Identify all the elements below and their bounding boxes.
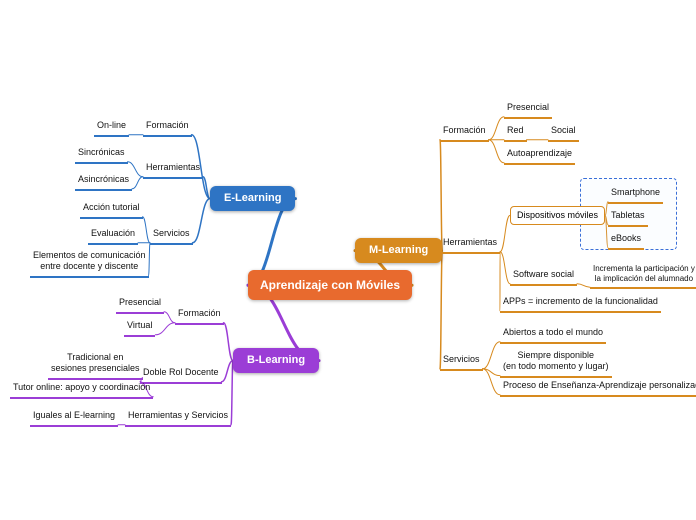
edge-bl-bl_hs xyxy=(231,361,233,425)
node-ml_form_r: Red xyxy=(504,123,527,142)
node-bl_hs: Herramientas y Servicios xyxy=(125,408,231,427)
edge-el_serv-el_serv_at xyxy=(143,217,150,243)
node-el_herr: Herramientas xyxy=(143,160,203,179)
edge-ml_serv-ml_serv_ab xyxy=(483,342,500,369)
edge-el_herr-el_herr_a xyxy=(132,177,143,189)
node-ml_form_a: Autoaprendizaje xyxy=(504,146,575,165)
node-el_serv: Servicios xyxy=(150,226,193,245)
edge-ml_serv-ml_serv_sd xyxy=(483,369,500,376)
node-bl_hs_ig: Iguales al E-learning xyxy=(30,408,118,427)
edge-el_serv-el_serv_com xyxy=(149,243,150,276)
edge-el-el_herr xyxy=(203,177,210,199)
edge-ml_herr_ss-ml_herr_ss_inc xyxy=(577,284,590,287)
node-ml_form_p: Presencial xyxy=(504,100,552,119)
node-bl_doble_t: Tradicional en sesiones presenciales xyxy=(48,350,143,380)
node-bl_doble_o: Tutor online: apoyo y coordinación xyxy=(10,380,153,399)
node-ml_herr_ss: Software social xyxy=(510,267,577,286)
node-el_serv_ev: Evaluación xyxy=(88,226,138,245)
edge-ml_serv-ml_serv_pe xyxy=(483,369,500,395)
node-ml_form: Formación xyxy=(440,123,489,142)
node-ml_herr_apps: APPs = incremento de la funcionalidad xyxy=(500,294,661,313)
edge-bl_form-bl_form_p xyxy=(164,312,175,323)
node-el_serv_com: Elementos de comunicación entre docente … xyxy=(30,248,149,278)
node-el_herr_s: Sincrónicas xyxy=(75,145,128,164)
edge-ml-ml_form xyxy=(440,140,442,251)
node-ml_serv_sd: Siempre disponible (en todo momento y lu… xyxy=(500,348,612,378)
node-root: Aprendizaje con Móviles xyxy=(248,270,412,300)
node-bl: B-Learning xyxy=(233,348,319,373)
node-ml_serv: Servicios xyxy=(440,352,483,371)
node-el_herr_a: Asincrónicas xyxy=(75,172,132,191)
node-ml_serv_ab: Abiertos a todo el mundo xyxy=(500,325,606,344)
edge-bl-bl_doble xyxy=(222,361,233,382)
edge-ml_herr-ml_herr_ss xyxy=(500,252,510,284)
node-ml_serv_pe: Proceso de Enseñanza-Aprendizaje persona… xyxy=(500,378,696,397)
node-ml_herr_dm_sp: Smartphone xyxy=(608,185,663,204)
node-ml_herr: Herramientas xyxy=(440,235,500,254)
node-el_serv_at: Acción tutorial xyxy=(80,200,143,219)
node-bl_form_v: Virtual xyxy=(124,318,155,337)
edge-bl_form-bl_form_v xyxy=(155,323,175,335)
node-ml_herr_ss_inc: Incrementa la participación y la implica… xyxy=(590,262,696,289)
node-ml_herr_dm_tb: Tabletas xyxy=(608,208,648,227)
edge-ml_form-ml_form_a xyxy=(489,140,504,163)
node-bl_form: Formación xyxy=(175,306,224,325)
node-el_form_online: On-line xyxy=(94,118,129,137)
edge-bl-bl_form xyxy=(224,323,233,361)
node-ml: M-Learning xyxy=(355,238,442,263)
edge-el-el_serv xyxy=(193,199,210,243)
edge-ml_form-ml_form_p xyxy=(489,117,504,140)
edge-ml_herr-ml_herr_dm xyxy=(500,215,510,251)
node-ml_herr_dm_eb: eBooks xyxy=(608,231,644,250)
node-ml_form_s: Social xyxy=(548,123,579,142)
node-ml_herr_dm: Dispositivos móviles xyxy=(510,206,605,225)
node-el_form: Formación xyxy=(143,118,192,137)
node-bl_form_p: Presencial xyxy=(116,295,164,314)
node-el: E-Learning xyxy=(210,186,295,211)
